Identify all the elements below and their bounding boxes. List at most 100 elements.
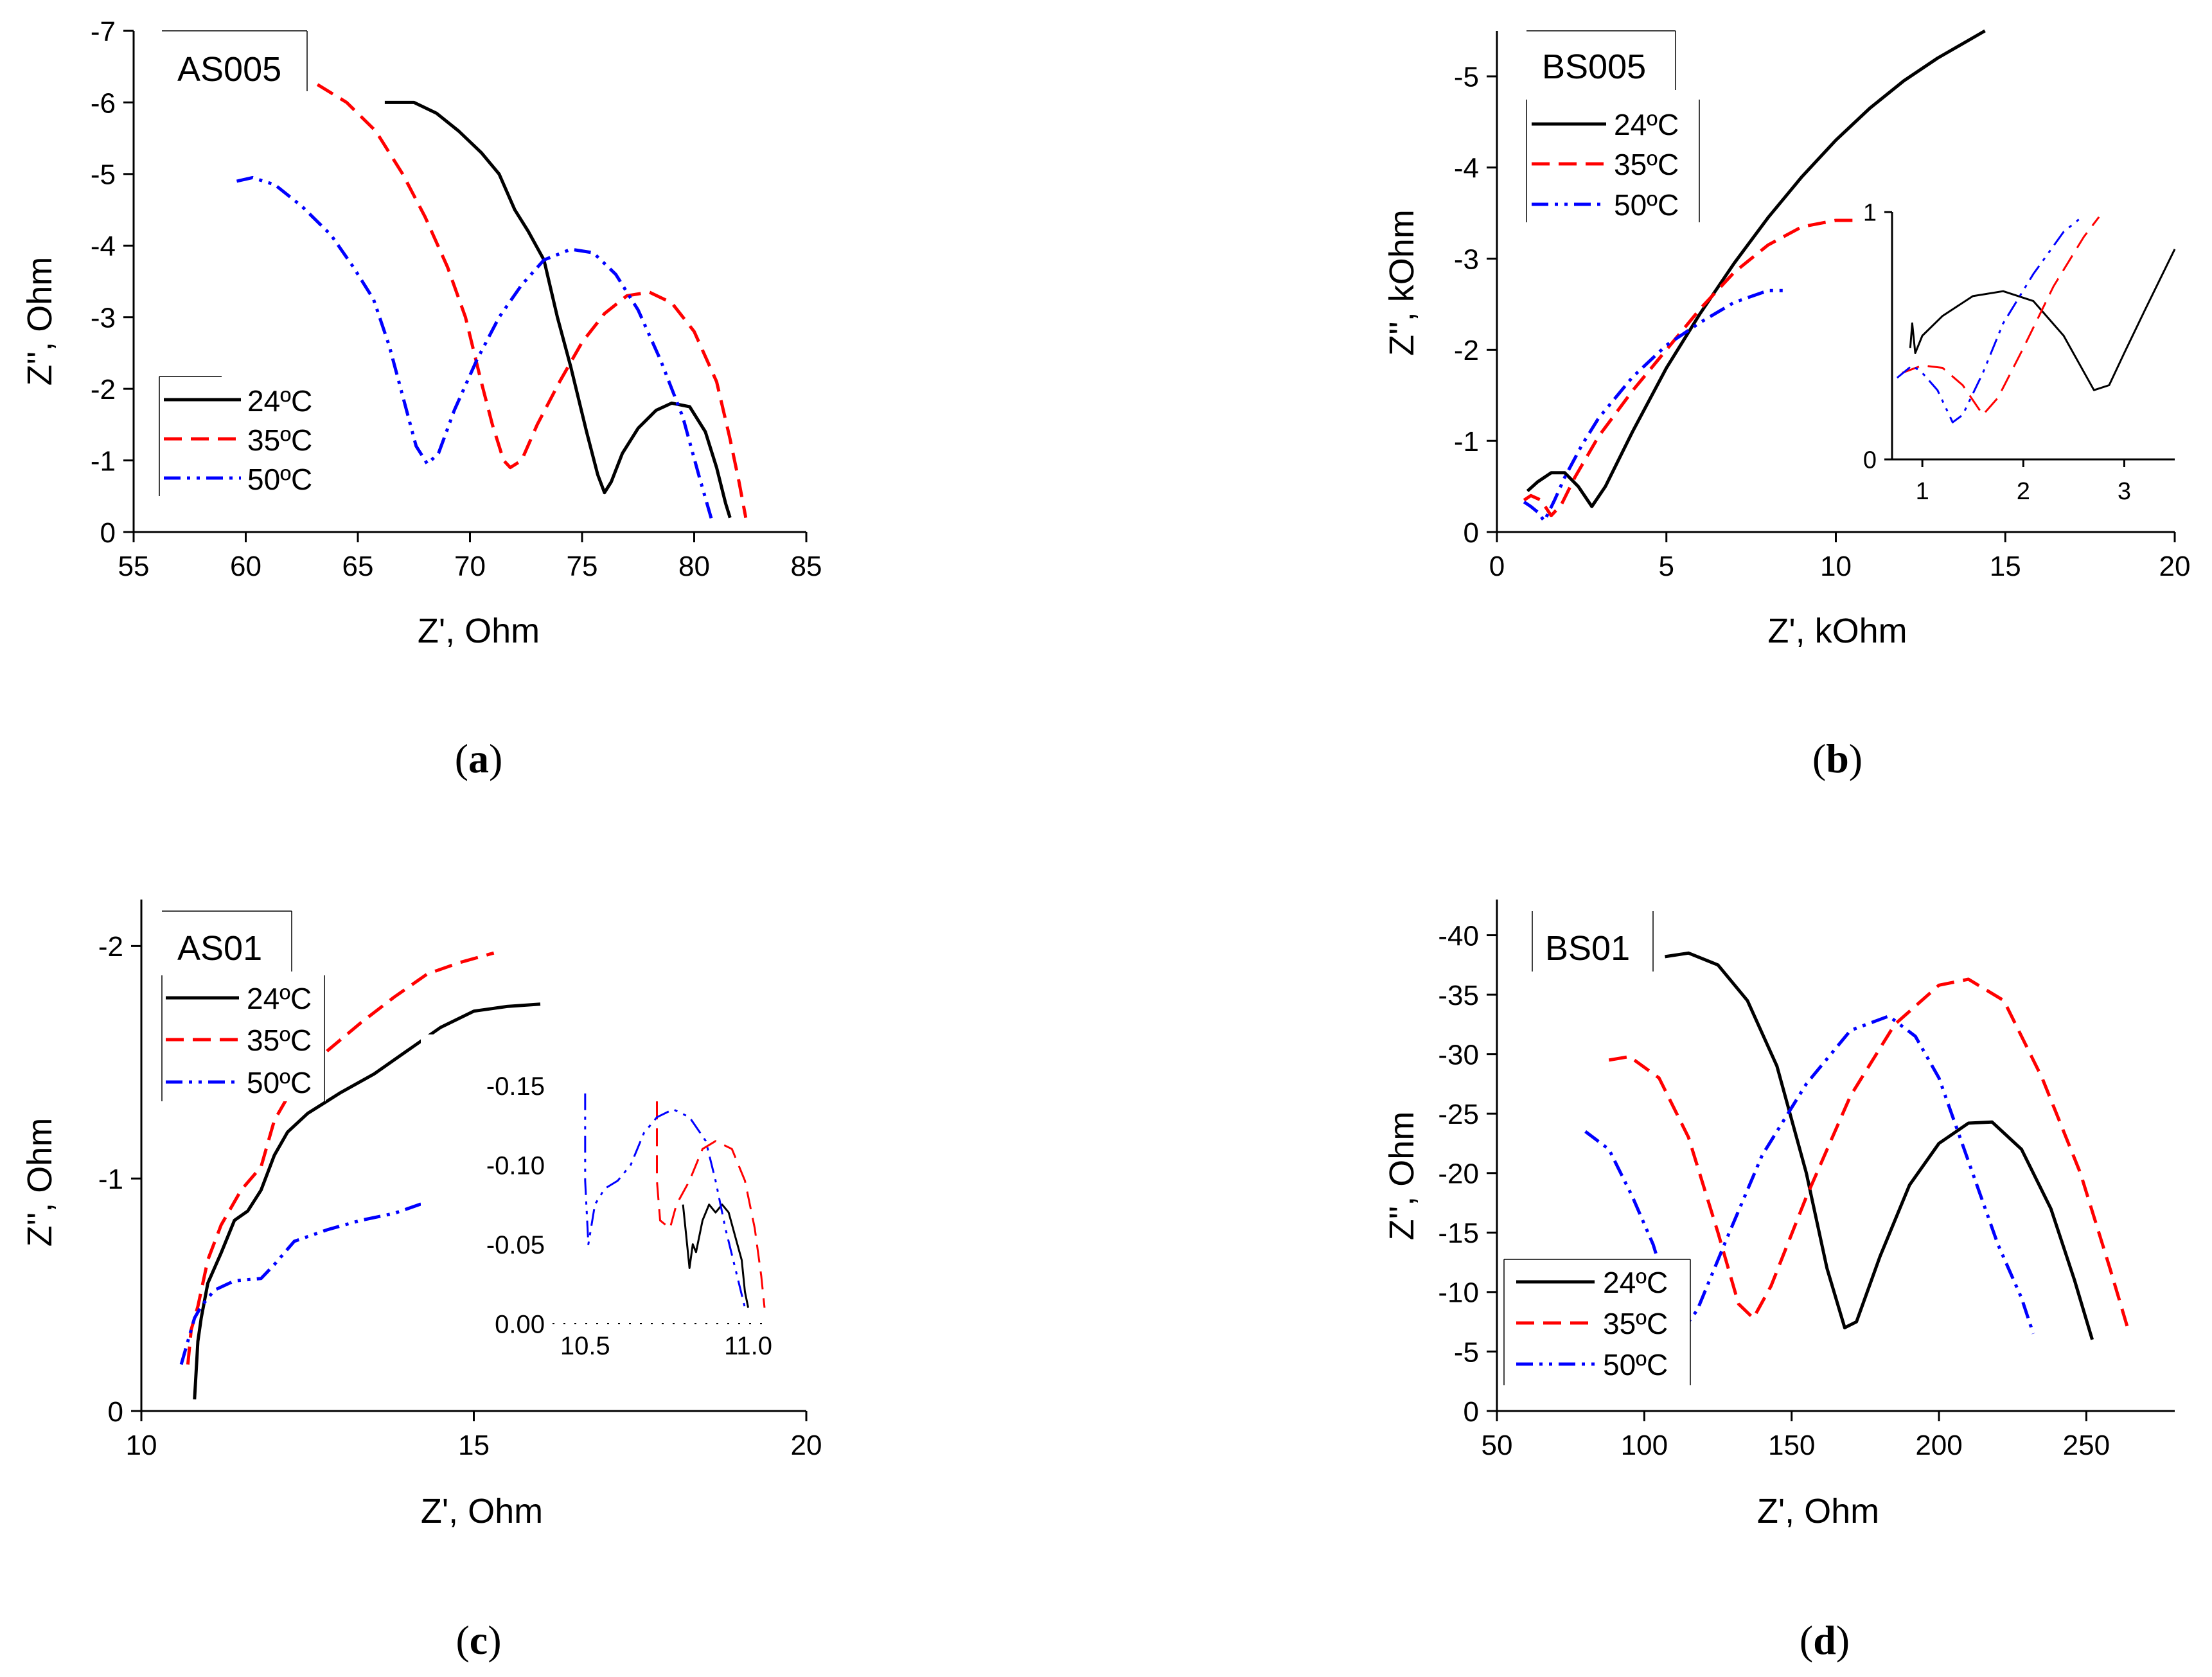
panel-c-inset: 10.5 11.0 0.00 -0.05 -0.10 -0.15 bbox=[421, 1034, 793, 1360]
panel-a-y-tick-label: -4 bbox=[91, 231, 116, 262]
panel-a-y-tick-label: -6 bbox=[91, 87, 116, 119]
panel-c-title-box bbox=[162, 911, 292, 972]
panel-a-series-24c bbox=[384, 100, 732, 519]
panel-b-legend-box bbox=[1525, 96, 1702, 222]
panel-d-series-50c bbox=[1584, 1014, 2035, 1335]
panel-c-inset-x-tick-label: 10.5 bbox=[560, 1332, 610, 1360]
panel-b-inset-series-layer bbox=[1896, 216, 2176, 423]
panel-b-y-tick-label: -4 bbox=[1454, 153, 1479, 184]
panel-c-inset-y-tick-label: -0.05 bbox=[486, 1231, 545, 1259]
panel-a-xlabel: Z', Ohm bbox=[418, 612, 540, 650]
panel-d-title-box bbox=[1532, 911, 1653, 972]
panel-c-caption: (c) bbox=[456, 1617, 501, 1663]
panel-d-x-tick-label: 250 bbox=[2063, 1430, 2110, 1461]
panel-d-series-35c bbox=[1608, 977, 2129, 1329]
panel-c-legend-label-24c: 24ºC bbox=[247, 982, 312, 1015]
panel-c-inset-series-24c bbox=[682, 1203, 750, 1308]
panel-b-x-tick-label: 10 bbox=[1820, 551, 1852, 582]
panel-b-x-tick-label: 20 bbox=[2159, 551, 2191, 582]
panel-a-series-layer bbox=[236, 83, 748, 522]
panel-b-y-tick-label: -2 bbox=[1454, 335, 1479, 366]
panel-a-x-tick-label: 80 bbox=[678, 551, 710, 582]
panel-b-y-tick-label: 0 bbox=[1464, 517, 1479, 549]
panel-c-y-tick-label: -1 bbox=[98, 1164, 123, 1195]
panel-a-legend-label-35c: 35ºC bbox=[247, 423, 312, 457]
panel-d-y-tick-label: -15 bbox=[1438, 1218, 1479, 1249]
panel-d: 50 100 150 200 250 0 -5 -10 -15 -20 -25 -30 -35 -40 B… bbox=[1383, 900, 2175, 1663]
panel-b-y-tick-label: -1 bbox=[1454, 426, 1479, 457]
panel-b-inset-axes-layer bbox=[1891, 212, 2175, 461]
panel-d-x-tick-label: 150 bbox=[1768, 1430, 1815, 1461]
panel-a-x-tick-label: 85 bbox=[791, 551, 822, 582]
panel-c-inset-ticks-layer: 10.5 11.0 0.00 -0.05 -0.10 -0.15 bbox=[486, 1072, 772, 1360]
panel-b-y-tick-label: -3 bbox=[1454, 244, 1479, 275]
panel-c-x-tick-label: 10 bbox=[126, 1430, 157, 1461]
panel-b-inset-series-50c bbox=[1896, 218, 2080, 423]
panel-d-x-tick-label: 50 bbox=[1482, 1430, 1513, 1461]
panel-a-x-tick-label: 55 bbox=[118, 551, 150, 582]
panel-c-inset-background bbox=[421, 1034, 793, 1330]
panel-b-inset-series-35c bbox=[1902, 216, 2100, 416]
panel-a-caption-letter: a bbox=[468, 736, 489, 781]
panel-c-legend-label-35c: 35ºC bbox=[247, 1024, 312, 1057]
panel-d-legend-label-24c: 24ºC bbox=[1603, 1266, 1668, 1299]
panel-a: 55 60 65 70 75 80 85 0 -1 -2 -3 -4 -5 -6 -7 AS005 Z', … bbox=[21, 16, 822, 781]
panel-a-title: AS005 bbox=[177, 50, 281, 89]
panel-a-y-tick-label: -1 bbox=[91, 445, 116, 477]
panel-b-ticks-layer: 0 5 10 15 20 0 -1 -2 -3 -4 -5 bbox=[1454, 62, 2191, 582]
panel-d-axes-layer bbox=[1496, 900, 2175, 1412]
panel-b-inset-series-24c bbox=[1909, 249, 2176, 391]
panel-c-ylabel: Z'', Ohm bbox=[21, 1118, 59, 1247]
panel-c-title: AS01 bbox=[177, 929, 262, 968]
panel-c-series-35c bbox=[186, 951, 495, 1365]
panel-a-series-50c bbox=[236, 175, 714, 522]
panel-a-x-tick-label: 60 bbox=[230, 551, 261, 582]
panel-d-legend: 24ºC 35ºC 50ºC bbox=[1503, 1259, 1691, 1385]
panel-b: 0 5 10 15 20 0 -1 -2 -3 -4 -5 1 2 3 0 1 BS005 24ºC 35º… bbox=[1383, 29, 2191, 781]
panel-c-y-tick-label: -2 bbox=[98, 931, 123, 963]
panel-c-series-24c bbox=[193, 1002, 541, 1400]
panel-c-xlabel: Z', Ohm bbox=[421, 1492, 543, 1531]
panel-c-legend-label-50c: 50ºC bbox=[247, 1066, 312, 1099]
panel-c-caption-letter: c bbox=[470, 1617, 488, 1663]
panel-d-y-tick-label: -40 bbox=[1438, 920, 1479, 952]
panel-d-y-tick-label: -25 bbox=[1438, 1099, 1479, 1130]
panel-c-x-tick-label: 15 bbox=[458, 1430, 490, 1461]
panel-a-y-tick-label: -5 bbox=[91, 159, 116, 191]
panel-b-inset-background bbox=[1892, 203, 2175, 463]
panel-d-title: BS01 bbox=[1545, 929, 1630, 968]
panel-b-series-35c bbox=[1523, 218, 1853, 517]
panel-d-y-tick-label: 0 bbox=[1464, 1396, 1479, 1428]
panel-c-inset-y-tick-label: 0.00 bbox=[495, 1310, 545, 1338]
panel-a-series-35c bbox=[316, 83, 748, 519]
panel-b-ylabel: Z'', kOhm bbox=[1383, 209, 1421, 356]
panel-a-title-box bbox=[162, 31, 307, 91]
panel-c-inset-y-tick-label: -0.10 bbox=[486, 1151, 545, 1180]
panel-c-inset-x-tick-label: 11.0 bbox=[724, 1332, 772, 1360]
panel-c-inset-series-50c bbox=[584, 1093, 746, 1308]
panel-b-legend-label-50c: 50ºC bbox=[1614, 188, 1679, 222]
panel-d-series-24c bbox=[1665, 951, 2094, 1340]
panel-c-inset-series-35c bbox=[656, 1101, 766, 1308]
panel-b-y-tick-label: -5 bbox=[1454, 62, 1479, 93]
panel-d-legend-label-50c: 50ºC bbox=[1603, 1348, 1668, 1381]
panel-b-series-24c bbox=[1526, 29, 1986, 508]
panel-a-x-tick-label: 65 bbox=[342, 551, 374, 582]
panel-b-xlabel: Z', kOhm bbox=[1767, 612, 1907, 650]
panel-b-x-tick-label: 5 bbox=[1659, 551, 1674, 582]
panel-a-x-tick-label: 70 bbox=[454, 551, 486, 582]
panel-c-x-tick-label: 20 bbox=[791, 1430, 822, 1461]
panel-b-inset-y-tick-label: 1 bbox=[1863, 200, 1877, 227]
panel-a-ylabel: Z'', Ohm bbox=[21, 257, 59, 386]
panel-b-legend-label-24c: 24ºC bbox=[1614, 108, 1679, 141]
panel-d-x-tick-label: 100 bbox=[1621, 1430, 1668, 1461]
panel-b-x-tick-label: 15 bbox=[1990, 551, 2021, 582]
panel-a-y-tick-label: -2 bbox=[91, 374, 116, 405]
panel-b-inset-y-tick-label: 0 bbox=[1863, 447, 1877, 474]
panel-c-inset-y-tick-label: -0.15 bbox=[486, 1072, 545, 1101]
panel-b-caption-letter: b bbox=[1826, 736, 1849, 781]
panel-b-caption: (b) bbox=[1812, 736, 1863, 781]
panel-a-legend-label-24c: 24ºC bbox=[247, 384, 312, 418]
panel-a-legend: 24ºC 35ºC 50ºC bbox=[159, 376, 328, 496]
panel-b-legend-label-35c: 35ºC bbox=[1614, 148, 1679, 181]
